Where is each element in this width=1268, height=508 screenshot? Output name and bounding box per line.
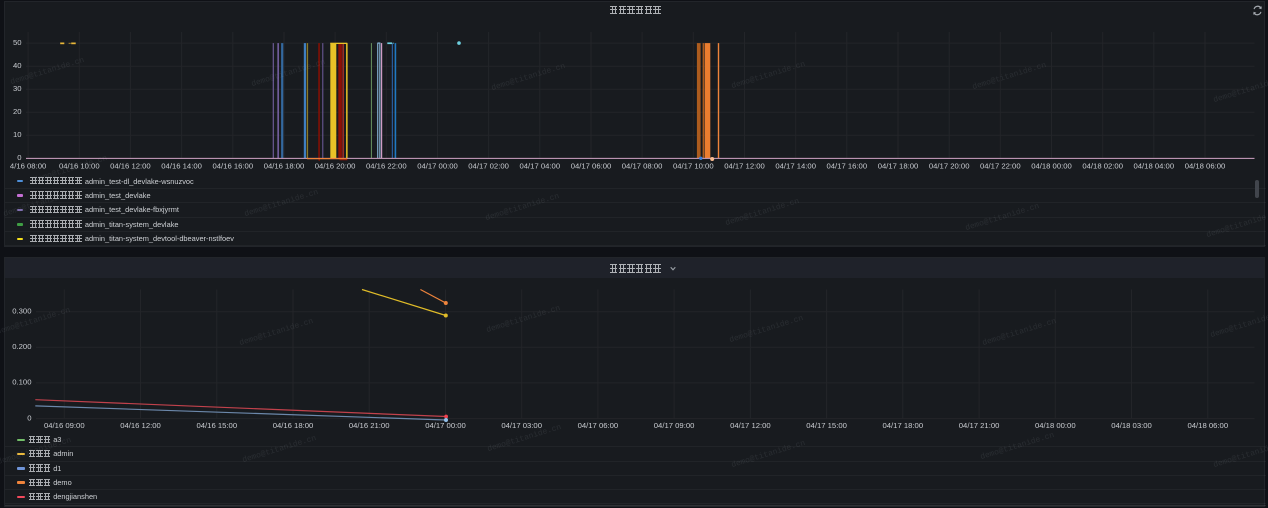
svg-text:04/17 09:00: 04/17 09:00 (654, 421, 695, 430)
svg-text:04/18 03:00: 04/18 03:00 (1111, 421, 1152, 430)
svg-text:04/18 04:00: 04/18 04:00 (1133, 161, 1174, 170)
svg-text:04/17 00:00: 04/17 00:00 (417, 161, 458, 170)
svg-text:04/17 00:00: 04/17 00:00 (425, 421, 466, 430)
svg-text:04/18 00:00: 04/18 00:00 (1031, 161, 1072, 170)
svg-text:04/17 02:00: 04/17 02:00 (468, 161, 509, 170)
svg-text:04/17 03:00: 04/17 03:00 (501, 421, 542, 430)
svg-text:30: 30 (13, 84, 22, 93)
svg-text:04/16 22:00: 04/16 22:00 (366, 161, 407, 170)
svg-text:20: 20 (13, 107, 22, 116)
svg-text:04/17 06:00: 04/17 06:00 (571, 161, 612, 170)
svg-text:04/16 15:00: 04/16 15:00 (196, 421, 237, 430)
svg-text:04/17 18:00: 04/17 18:00 (878, 161, 919, 170)
svg-text:4/16 08:00: 4/16 08:00 (10, 161, 46, 170)
svg-text:04/17 04:00: 04/17 04:00 (519, 161, 560, 170)
svg-text:04/17 14:00: 04/17 14:00 (775, 161, 816, 170)
svg-text:04/17 12:00: 04/17 12:00 (724, 161, 765, 170)
svg-text:0.100: 0.100 (12, 378, 31, 387)
svg-text:04/17 10:00: 04/17 10:00 (673, 161, 714, 170)
svg-text:04/16 18:00: 04/16 18:00 (264, 161, 305, 170)
svg-text:04/16 12:00: 04/16 12:00 (110, 161, 151, 170)
svg-text:40: 40 (13, 61, 22, 70)
svg-text:04/16 09:00: 04/16 09:00 (44, 421, 85, 430)
svg-text:04/17 22:00: 04/17 22:00 (980, 161, 1021, 170)
svg-text:04/16 14:00: 04/16 14:00 (161, 161, 202, 170)
svg-text:04/18 02:00: 04/18 02:00 (1082, 161, 1123, 170)
svg-text:0.300: 0.300 (12, 307, 31, 316)
svg-text:04/17 06:00: 04/17 06:00 (578, 421, 619, 430)
svg-text:0: 0 (17, 153, 21, 162)
svg-text:10: 10 (13, 130, 22, 139)
svg-text:04/18 00:00: 04/18 00:00 (1035, 421, 1076, 430)
svg-text:04/17 21:00: 04/17 21:00 (959, 421, 1000, 430)
svg-text:04/17 08:00: 04/17 08:00 (622, 161, 663, 170)
svg-text:04/17 20:00: 04/17 20:00 (929, 161, 970, 170)
svg-text:0: 0 (27, 413, 31, 422)
svg-text:50: 50 (13, 38, 22, 47)
svg-text:04/16 12:00: 04/16 12:00 (120, 421, 161, 430)
svg-text:04/17 12:00: 04/17 12:00 (730, 421, 771, 430)
svg-text:04/16 16:00: 04/16 16:00 (212, 161, 253, 170)
svg-text:04/16 20:00: 04/16 20:00 (315, 161, 356, 170)
svg-text:04/18 06:00: 04/18 06:00 (1187, 421, 1228, 430)
svg-text:04/16 10:00: 04/16 10:00 (59, 161, 100, 170)
svg-text:04/18 06:00: 04/18 06:00 (1185, 161, 1226, 170)
svg-text:04/17 18:00: 04/17 18:00 (882, 421, 923, 430)
svg-text:0.200: 0.200 (12, 342, 31, 351)
svg-text:04/17 15:00: 04/17 15:00 (806, 421, 847, 430)
svg-text:04/16 18:00: 04/16 18:00 (273, 421, 314, 430)
svg-text:04/16 21:00: 04/16 21:00 (349, 421, 390, 430)
svg-text:04/17 16:00: 04/17 16:00 (826, 161, 867, 170)
